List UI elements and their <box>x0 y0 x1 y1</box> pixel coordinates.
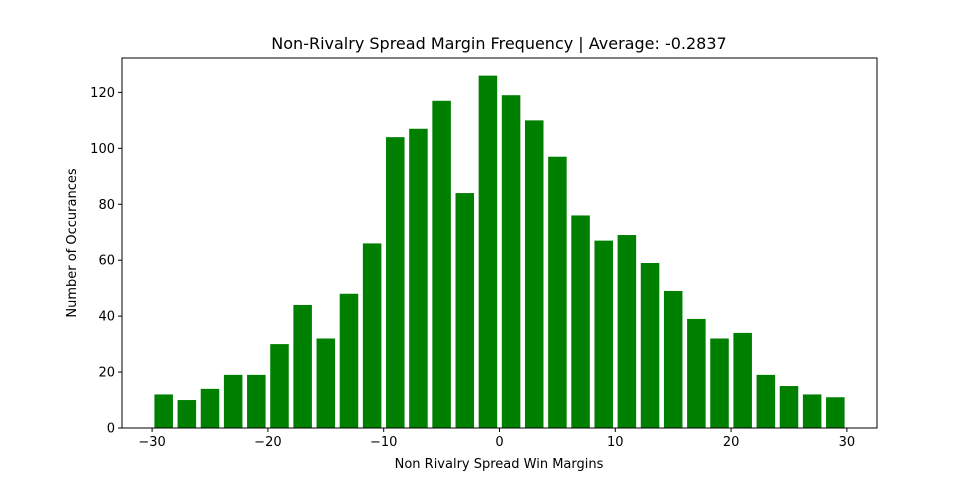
y-tick-label: 100 <box>90 142 115 157</box>
y-axis-label: Number of Occurances <box>65 168 80 317</box>
bar <box>663 290 683 428</box>
y-axis: 0 20 40 60 80 100 120 <box>90 86 122 437</box>
x-tick-label: 20 <box>723 435 740 450</box>
bar <box>501 95 521 428</box>
bar <box>756 374 776 428</box>
bar <box>802 394 822 428</box>
bar <box>200 388 220 428</box>
bar <box>432 100 451 428</box>
bar <box>733 332 752 428</box>
y-tick-label: 20 <box>98 366 115 381</box>
bar <box>710 338 729 428</box>
bar <box>247 374 266 428</box>
y-tick-label: 0 <box>107 422 115 437</box>
y-tick-label: 40 <box>98 310 115 325</box>
bar <box>386 137 405 428</box>
bar <box>826 397 845 428</box>
bar <box>617 235 637 428</box>
x-tick-label: −30 <box>138 435 165 450</box>
x-tick-label: −20 <box>254 435 281 450</box>
x-axis: −30 −20 −10 0 10 20 30 <box>138 428 855 450</box>
x-tick-label: −10 <box>370 435 397 450</box>
bar <box>640 262 660 428</box>
y-tick-label: 80 <box>98 198 115 213</box>
bar <box>571 215 590 428</box>
bar <box>687 318 706 428</box>
bar <box>524 120 544 428</box>
bar <box>154 394 173 428</box>
bar <box>455 193 475 428</box>
bars-group <box>154 75 845 428</box>
x-axis-label: Non Rivalry Spread Win Margins <box>395 457 604 472</box>
y-tick-label: 60 <box>98 254 115 269</box>
bar <box>177 400 197 428</box>
bar <box>293 304 312 428</box>
bar <box>316 338 336 428</box>
bar <box>223 374 243 428</box>
bar <box>339 293 359 428</box>
bar <box>594 240 613 428</box>
bar <box>779 386 799 428</box>
bar <box>548 156 567 428</box>
x-tick-label: 10 <box>607 435 624 450</box>
x-tick-label: 30 <box>839 435 856 450</box>
y-tick-label: 120 <box>90 86 115 101</box>
x-tick-label: 0 <box>495 435 503 450</box>
bar <box>362 243 382 428</box>
chart-title: Non-Rivalry Spread Margin Frequency | Av… <box>271 34 726 53</box>
bar <box>409 128 428 428</box>
bar <box>478 75 498 428</box>
plot-frame <box>121 57 878 429</box>
bar <box>270 344 289 428</box>
